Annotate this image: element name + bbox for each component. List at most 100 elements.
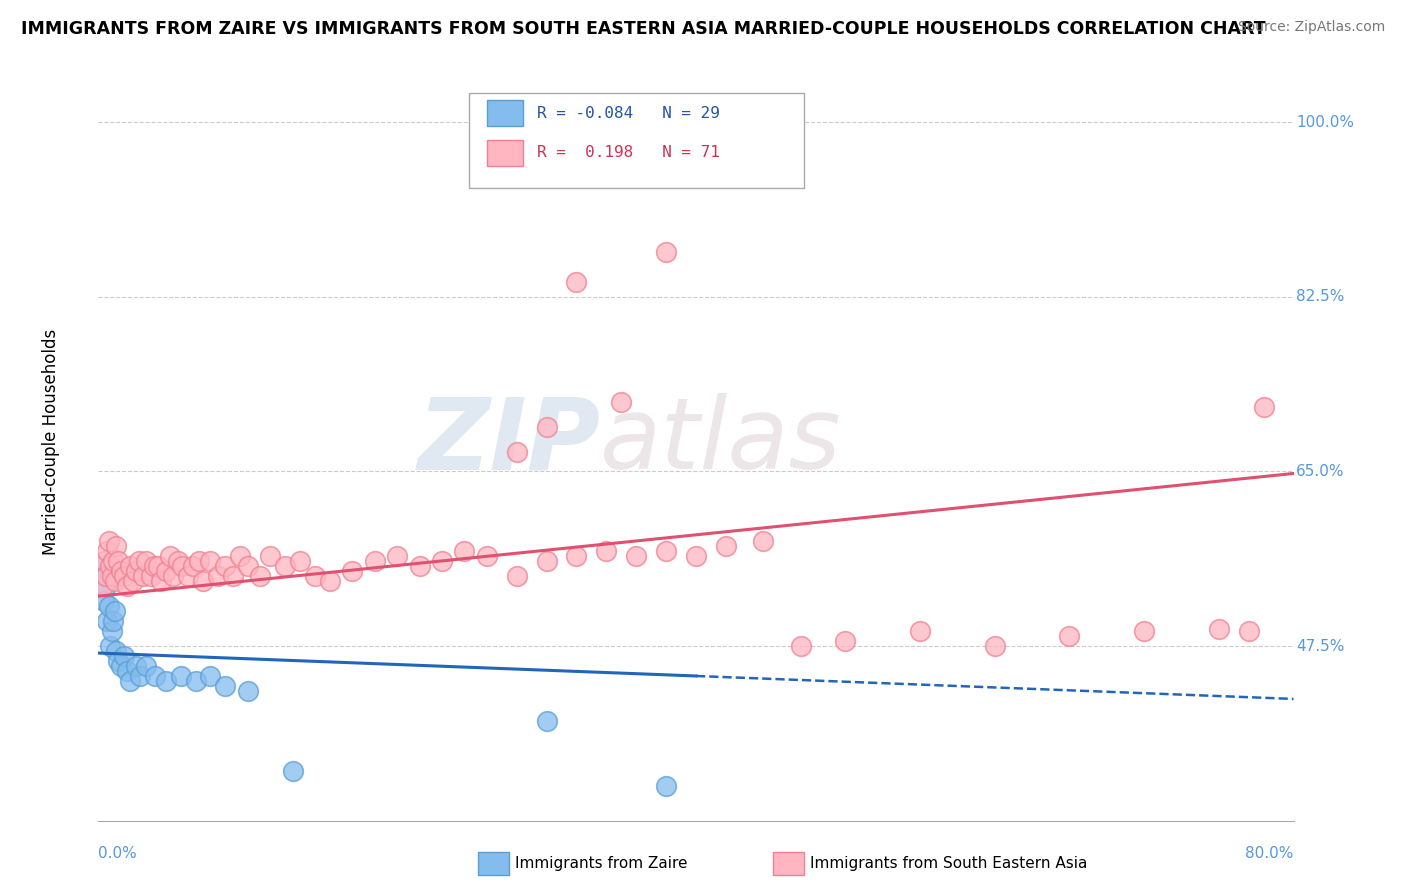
Point [364,554,387,568]
Point [93,554,115,568]
Point [565,549,588,564]
Text: ZIP: ZIP [418,393,600,490]
Point [105,539,128,553]
Point [104,604,127,618]
Point [96,544,118,558]
Point [101,569,124,583]
Point [984,639,1007,653]
Point [288,554,311,568]
Point [1237,624,1260,639]
Point [745,170,768,185]
Point [655,244,678,259]
Text: Married-couple Households: Married-couple Households [42,328,59,555]
Text: atlas: atlas [600,393,842,490]
Point [908,624,931,639]
Text: 0.0%: 0.0% [98,846,138,861]
Point [98,639,122,653]
Point [236,559,259,574]
Text: 100.0%: 100.0% [1296,115,1354,130]
Text: R =  0.198   N = 71: R = 0.198 N = 71 [537,145,720,161]
Point [1059,629,1081,643]
Point [304,569,326,583]
Point [506,444,529,458]
Point [259,549,281,564]
Point [475,549,498,564]
Point [132,569,155,583]
Text: R = -0.084   N = 29: R = -0.084 N = 29 [537,106,720,120]
Point [115,579,138,593]
Point [655,544,678,558]
Point [128,554,150,568]
Point [103,554,125,568]
Point [103,614,125,628]
Point [626,549,648,564]
Point [118,673,141,688]
Point [655,779,678,793]
Point [565,275,588,289]
Point [207,569,229,583]
Point [159,549,181,564]
Point [94,569,117,583]
Point [408,559,430,574]
Point [281,764,304,778]
Point [1253,400,1275,414]
Point [121,574,143,589]
Point [105,644,128,658]
Point [150,574,173,589]
Point [214,679,236,693]
Point [112,569,135,583]
Point [101,624,124,639]
Point [685,549,707,564]
Text: Source: ZipAtlas.com: Source: ZipAtlas.com [1237,20,1385,34]
Point [191,574,214,589]
Point [506,569,529,583]
Point [834,634,856,648]
Point [430,554,453,568]
Point [94,579,117,593]
Point [342,564,364,578]
Point [610,394,633,409]
Point [97,534,120,549]
Text: IMMIGRANTS FROM ZAIRE VS IMMIGRANTS FROM SOUTH EASTERN ASIA MARRIED-COUPLE HOUSE: IMMIGRANTS FROM ZAIRE VS IMMIGRANTS FROM… [21,20,1265,37]
Point [319,574,342,589]
Point [714,539,737,553]
Point [249,569,271,583]
Point [125,659,148,673]
Point [112,648,135,663]
Point [155,564,177,578]
Point [172,559,194,574]
Point [96,614,118,628]
Point [107,654,129,668]
Point [97,599,120,614]
Point [214,559,236,574]
FancyBboxPatch shape [470,93,804,187]
Text: Immigrants from South Eastern Asia: Immigrants from South Eastern Asia [810,856,1087,871]
Point [91,579,114,593]
Point [595,544,617,558]
Point [274,559,297,574]
Point [187,554,209,568]
Point [536,554,558,568]
Point [135,659,157,673]
Text: Immigrants from Zaire: Immigrants from Zaire [515,856,688,871]
Point [129,669,152,683]
Point [752,534,775,549]
Point [169,669,191,683]
Point [536,419,558,434]
Point [222,569,245,583]
Point [536,714,558,728]
Point [1208,622,1230,636]
Point [93,594,115,608]
Point [184,673,207,688]
Point [1133,624,1156,639]
Point [110,659,132,673]
Point [385,549,409,564]
Text: 82.5%: 82.5% [1296,289,1344,304]
Point [110,564,132,578]
Point [125,564,148,578]
Point [118,559,141,574]
Point [181,559,204,574]
Point [229,549,252,564]
Point [177,569,200,583]
Point [115,664,138,678]
